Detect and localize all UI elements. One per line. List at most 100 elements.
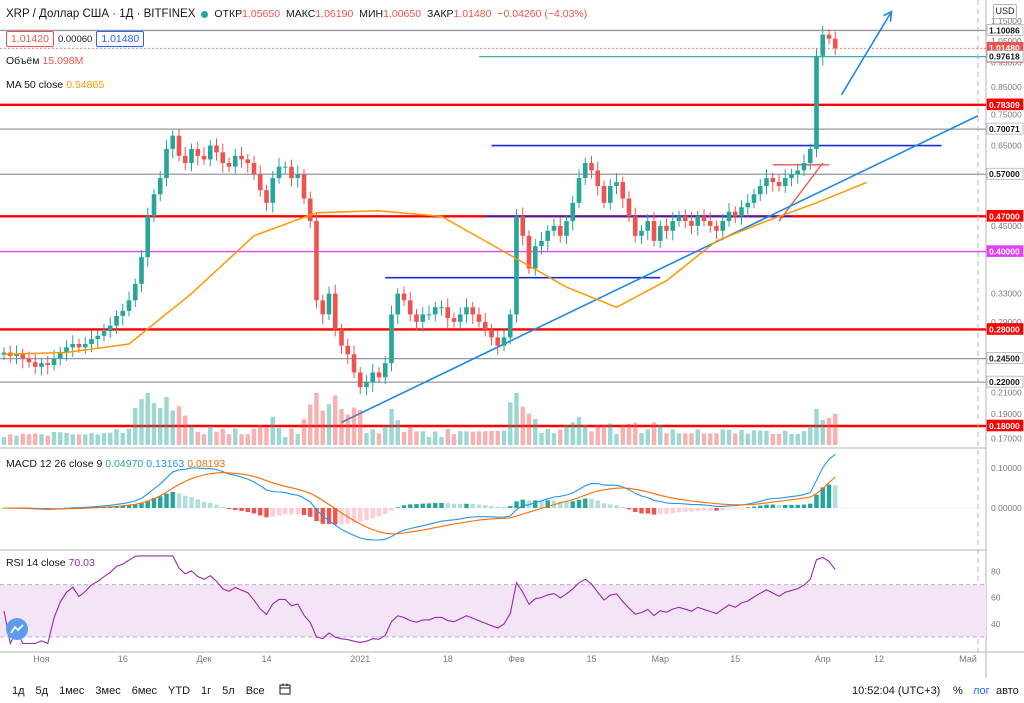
macd-histogram-bar [151, 498, 157, 508]
macd-histogram-bar [114, 506, 119, 508]
macd-histogram-bar [208, 502, 213, 508]
candle-body [726, 211, 732, 222]
volume-bar [795, 434, 800, 445]
buy-button[interactable]: 1.01480 [96, 31, 145, 47]
rsi-label-name: RSI 14 close [6, 557, 66, 569]
macd-histogram-bar [608, 504, 613, 508]
volume-bar [208, 425, 213, 445]
timeframe-1y[interactable]: 1г [201, 684, 212, 697]
candle-body [801, 163, 807, 171]
candle-body [370, 372, 376, 383]
price-label-box-11 [986, 419, 1024, 432]
macd-histogram-bar [633, 508, 638, 513]
macd-histogram-bar [808, 503, 813, 508]
macd-histogram-bar [483, 505, 488, 508]
timeframe-ytd[interactable]: YTD [168, 684, 191, 697]
candle-body [520, 216, 526, 236]
macd-histogram-bar [201, 501, 207, 508]
macd-histogram-bar [301, 508, 307, 516]
candle-body [157, 178, 163, 195]
macd-histogram-bar [333, 508, 338, 525]
price-label-box-5 [986, 167, 1024, 180]
currency-button[interactable]: USD [993, 4, 1017, 19]
candle-body [276, 166, 282, 179]
rsi-line [3, 555, 836, 646]
timeframe-6m[interactable]: 6мес [131, 684, 158, 697]
candle-body [201, 155, 207, 160]
macd-histogram-bar [645, 508, 650, 514]
timeframe-3m[interactable]: 3мес [95, 684, 121, 697]
sell-button[interactable]: 1.01420 [6, 31, 54, 47]
candle-body [289, 166, 294, 179]
candle-body [326, 293, 332, 315]
macd-histogram-bar [389, 508, 394, 511]
volume-bar [670, 429, 675, 445]
candle-body [745, 202, 751, 208]
candle-body [539, 240, 544, 247]
candle-body [407, 300, 413, 315]
macd-histogram-bar [520, 499, 525, 508]
macd-histogram-bar [220, 507, 225, 508]
candle-body [620, 182, 626, 199]
time-axis-tick-0: Ноя [33, 654, 50, 664]
volume-bar [433, 431, 438, 445]
volume-bar [714, 433, 719, 445]
chart-canvas[interactable]: 1.15000 1.05000 0.95000 0.85000 0.75000 0.650… [0, 0, 1024, 678]
auto-scale-toggle[interactable]: авто [996, 684, 1019, 697]
clock-display[interactable]: 10:52:04 (UTC+3) [852, 684, 941, 697]
candle-body [51, 358, 57, 365]
candle-body [757, 186, 763, 195]
macd-histogram-bar [120, 505, 125, 508]
volume-bar [226, 434, 232, 445]
macd-histogram-bar [683, 508, 688, 512]
volume-bar [558, 429, 563, 445]
tradingview-logo-icon[interactable] [6, 618, 28, 640]
price-axis-tick-7: 0.33000 [991, 289, 1022, 299]
symbol-title[interactable]: XRP / Доллар США · 1Д · BITFINEX [6, 8, 196, 20]
macd-histogram-bar [189, 497, 194, 508]
macd-histogram-bar [720, 508, 725, 511]
macd-histogram-bar [814, 494, 819, 508]
volume-bar [351, 407, 357, 445]
candle-body [257, 174, 263, 191]
macd-histogram-bar [233, 508, 238, 510]
macd-label-v2: 0.13163 [146, 458, 185, 470]
percent-scale-toggle[interactable]: % [953, 684, 963, 697]
volume-bar [126, 428, 132, 445]
candle-body [70, 343, 76, 348]
volume-bar [214, 431, 219, 445]
volume-label-value: 15.098M [42, 55, 84, 67]
candle-body [570, 202, 576, 222]
candle-body [714, 225, 719, 231]
date-range-icon[interactable] [279, 683, 291, 698]
macd-histogram-bar [164, 493, 169, 508]
macd-histogram-bar [470, 504, 475, 508]
candle-body [189, 148, 194, 164]
timeframe-5d[interactable]: 5д [35, 684, 49, 697]
volume-bar [470, 431, 475, 445]
candle-body [601, 186, 607, 203]
candle-body [107, 325, 113, 332]
log-scale-toggle[interactable]: лог [973, 684, 990, 697]
timeframe-1d[interactable]: 1д [12, 684, 25, 697]
timeframe-5y[interactable]: 5л [222, 684, 235, 697]
volume-bar [14, 435, 19, 445]
candle-body [151, 194, 157, 217]
volume-bar [151, 403, 157, 445]
volume-bar [39, 434, 44, 445]
timeframe-all[interactable]: Все [245, 684, 265, 697]
macd-histogram-bar [420, 503, 425, 508]
candle-body [470, 307, 476, 315]
candle-body [657, 225, 663, 241]
macd-histogram-bar [670, 508, 675, 514]
price-axis-tick-2: 0.95000 [991, 58, 1022, 68]
candle-body [814, 55, 819, 149]
macd-histogram-bar [701, 508, 707, 511]
volume-bar [689, 433, 694, 445]
price-label-box-0 [986, 24, 1024, 36]
timeframe-1m[interactable]: 1мес [59, 684, 85, 697]
volume-bar [76, 434, 82, 445]
macd-histogram-bar [326, 508, 332, 524]
price-axis-tick-3: 0.85000 [991, 82, 1022, 92]
candle-body [501, 337, 507, 346]
